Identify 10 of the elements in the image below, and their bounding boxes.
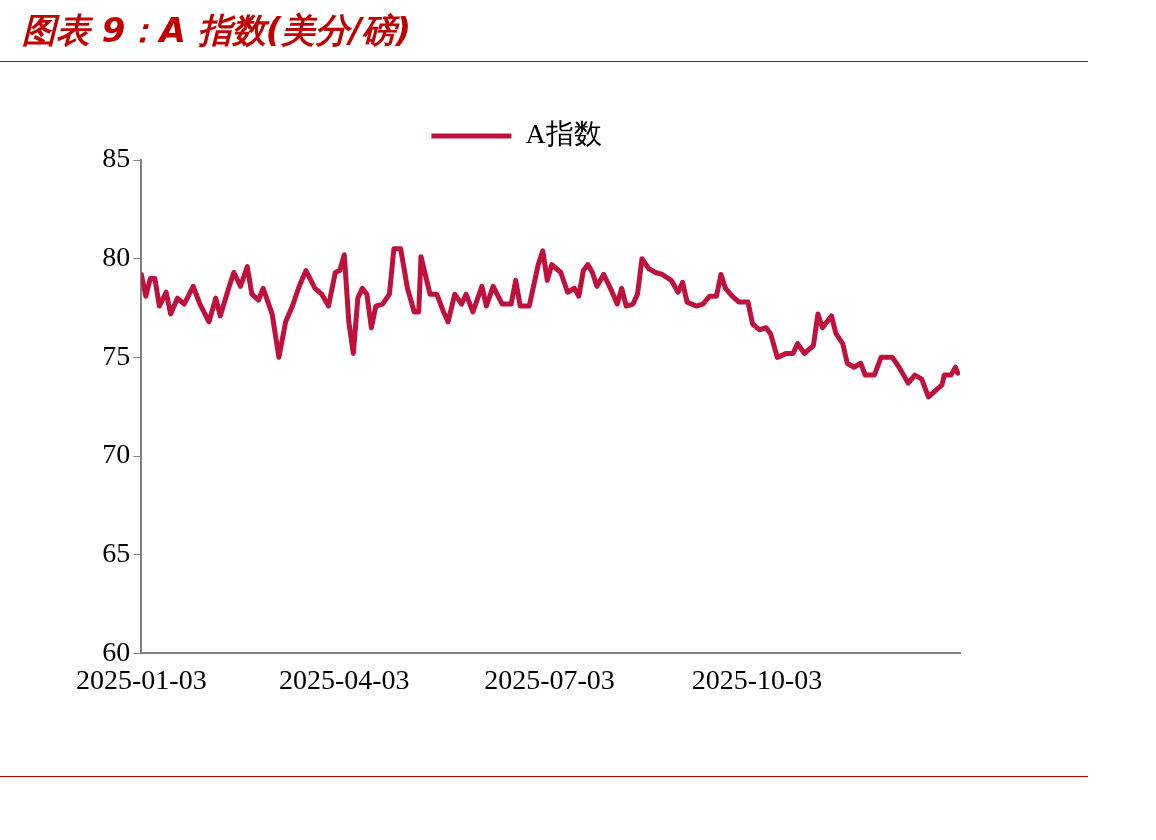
legend-label: A指数 bbox=[525, 118, 602, 150]
x-tick-label: 2025-10-03 bbox=[691, 663, 823, 695]
x-tick-label: 2025-04-03 bbox=[278, 663, 410, 695]
y-tick-label: 75 bbox=[102, 339, 131, 371]
chart-title: 图表 9：A 指数(美分/磅) bbox=[22, 9, 412, 52]
y-tick-label: 80 bbox=[102, 241, 131, 273]
y-tick-label: 85 bbox=[102, 142, 131, 174]
x-tick-label: 2025-07-03 bbox=[484, 663, 615, 695]
y-tick-label: 70 bbox=[102, 438, 131, 470]
y-tick-label: 65 bbox=[102, 537, 131, 569]
